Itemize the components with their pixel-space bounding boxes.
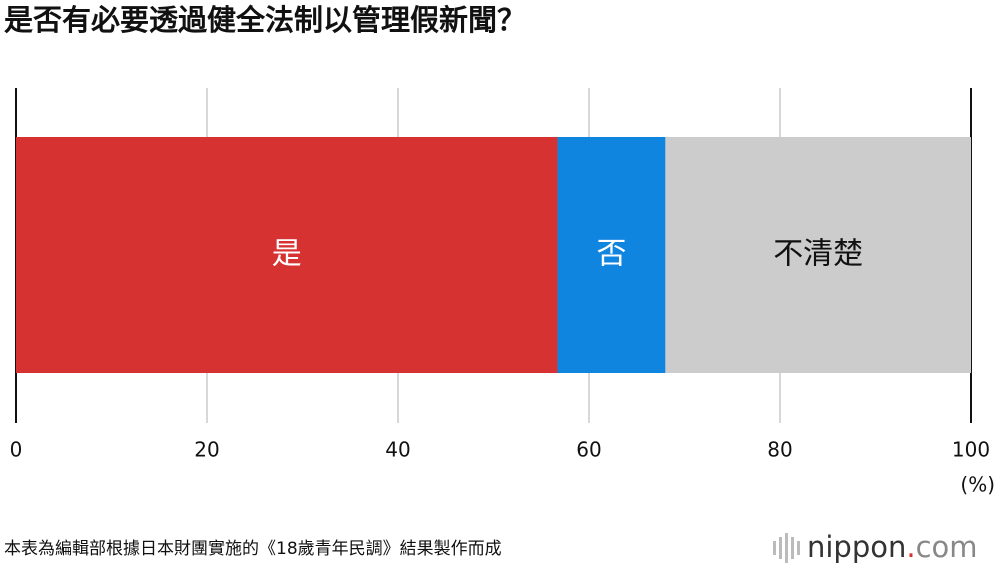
logo-icon [773, 533, 800, 563]
logo: nippon.com [807, 530, 978, 564]
x-tick-label: 0 [10, 438, 23, 462]
logo-suffix: com [916, 530, 978, 564]
logo-name: nippon [807, 530, 906, 564]
bar-segment [557, 137, 666, 373]
x-tick-label: 20 [194, 438, 219, 462]
bar-segment [16, 137, 558, 373]
bar-segment [665, 137, 971, 373]
segment-label: 是 [272, 237, 302, 272]
logo-dot: . [906, 530, 915, 564]
x-tick-label: 80 [767, 438, 792, 462]
chart-title: 是否有必要透過健全法制以管理假新聞？ [4, 3, 526, 37]
segment-label: 不清楚 [773, 237, 863, 272]
x-tick-label: 60 [576, 438, 601, 462]
note: 本表為編輯部根據日本財團實施的《18歲青年民調》結果製作而成 [4, 539, 502, 559]
x-unit: (%) [960, 473, 995, 497]
x-tick-label: 100 [952, 438, 990, 462]
segment-label: 否 [596, 237, 626, 272]
x-tick-label: 40 [385, 438, 410, 462]
